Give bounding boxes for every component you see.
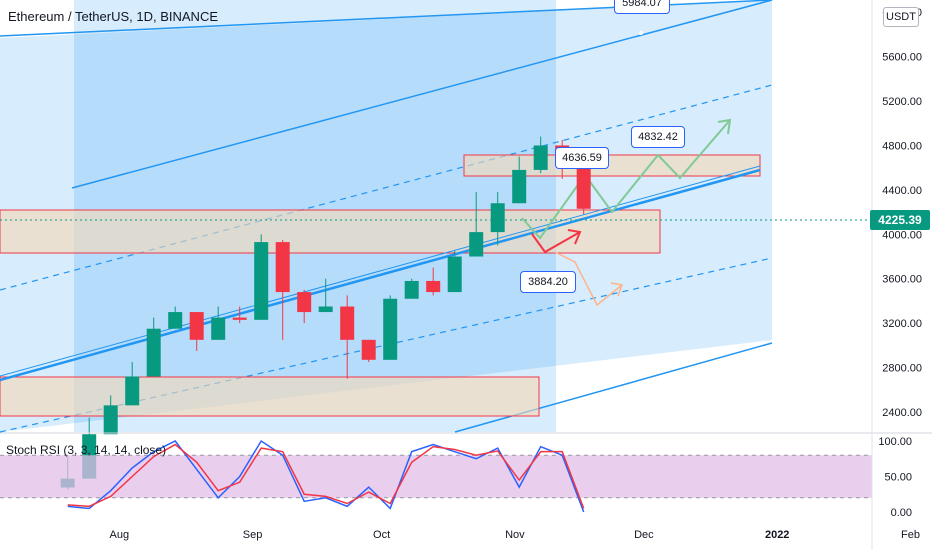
candle-body (318, 306, 333, 313)
candle-body (490, 203, 505, 233)
price-axis-tick-label: 3200.00 (882, 318, 922, 330)
candle-body (426, 280, 441, 293)
candle-body (533, 145, 548, 170)
projection-orange (554, 251, 623, 307)
stoch-rsi-d-line (67, 443, 585, 509)
stoch-rsi-band (0, 455, 872, 498)
candle-body (297, 292, 312, 313)
stoch-rsi-tick-label: 50.00 (884, 472, 912, 484)
last-price-tag: 4225.39 (870, 210, 930, 230)
callout-target-1: 4636.59 (555, 147, 609, 169)
time-axis-tick-label: Dec (634, 529, 654, 541)
currency-unit-badge[interactable]: USDT (883, 7, 919, 27)
candle-body (232, 317, 247, 320)
price-axis-tick-label: 5600.00 (882, 52, 922, 64)
candle-body (340, 306, 355, 340)
chart-title: Ethereum / TetherUS, 1D, BINANCE (8, 9, 219, 24)
zone-middle (0, 209, 661, 254)
candle-body (576, 161, 591, 209)
candle-body (404, 280, 419, 299)
callout-top: 5984.07 (614, 0, 670, 14)
projection-orange-arrow (610, 282, 624, 297)
time-axis-tick-label: Oct (373, 529, 390, 541)
channel-upper-mid-line (0, 84, 773, 291)
candle-body (103, 405, 118, 435)
stoch-rsi-k-line (67, 439, 585, 513)
price-axis-tick-label: 4800.00 (882, 140, 922, 152)
candle-body (469, 232, 484, 257)
candle-body (168, 312, 183, 329)
candle-body (211, 317, 226, 340)
time-axis-tick-label: Nov (505, 529, 525, 541)
stoch-rsi-label: Stoch RSI (3, 3, 14, 14, close) (6, 443, 167, 457)
candle-body (275, 242, 290, 293)
candle-body (512, 169, 527, 204)
trendline-main-2 (0, 165, 761, 377)
projection-green-arrow (717, 118, 732, 135)
callout-support: 3884.20 (520, 271, 576, 293)
time-axis-tick-label: 2022 (765, 529, 789, 541)
time-axis-tick-label: Sep (243, 529, 263, 541)
channel-lower-line (454, 342, 773, 433)
candle-body (254, 242, 269, 320)
candle-body (146, 328, 161, 377)
time-axis-tick-label: Aug (110, 529, 130, 541)
price-axis-tick-label: 2400.00 (882, 407, 922, 419)
candle-body (447, 256, 462, 293)
projection-green (521, 119, 731, 240)
price-axis-tick-label: 5200.00 (882, 96, 922, 108)
zone-upper (463, 154, 761, 177)
projection-red-arrow (567, 229, 582, 245)
price-axis-tick-label: 2800.00 (882, 363, 922, 375)
trendline-main (0, 168, 761, 382)
channel-top-line-2 (71, 0, 773, 189)
candle-body (125, 376, 140, 406)
stoch-rsi-tick-label: 0.00 (891, 507, 912, 519)
price-axis-tick-label: 4400.00 (882, 185, 922, 197)
stoch-rsi-tick-label: 100.00 (878, 436, 912, 448)
candle-body (189, 312, 204, 340)
time-axis-tick-label: Feb (901, 529, 920, 541)
candle-body (361, 339, 376, 360)
projection-red (531, 231, 581, 254)
zone-lower (0, 376, 540, 417)
callout-top-dot (639, 31, 643, 35)
callout-target-2: 4832.42 (631, 126, 685, 148)
price-axis-tick-label: 3600.00 (882, 274, 922, 286)
candle-body (383, 298, 398, 360)
price-axis-tick-label: 4000.00 (882, 229, 922, 241)
